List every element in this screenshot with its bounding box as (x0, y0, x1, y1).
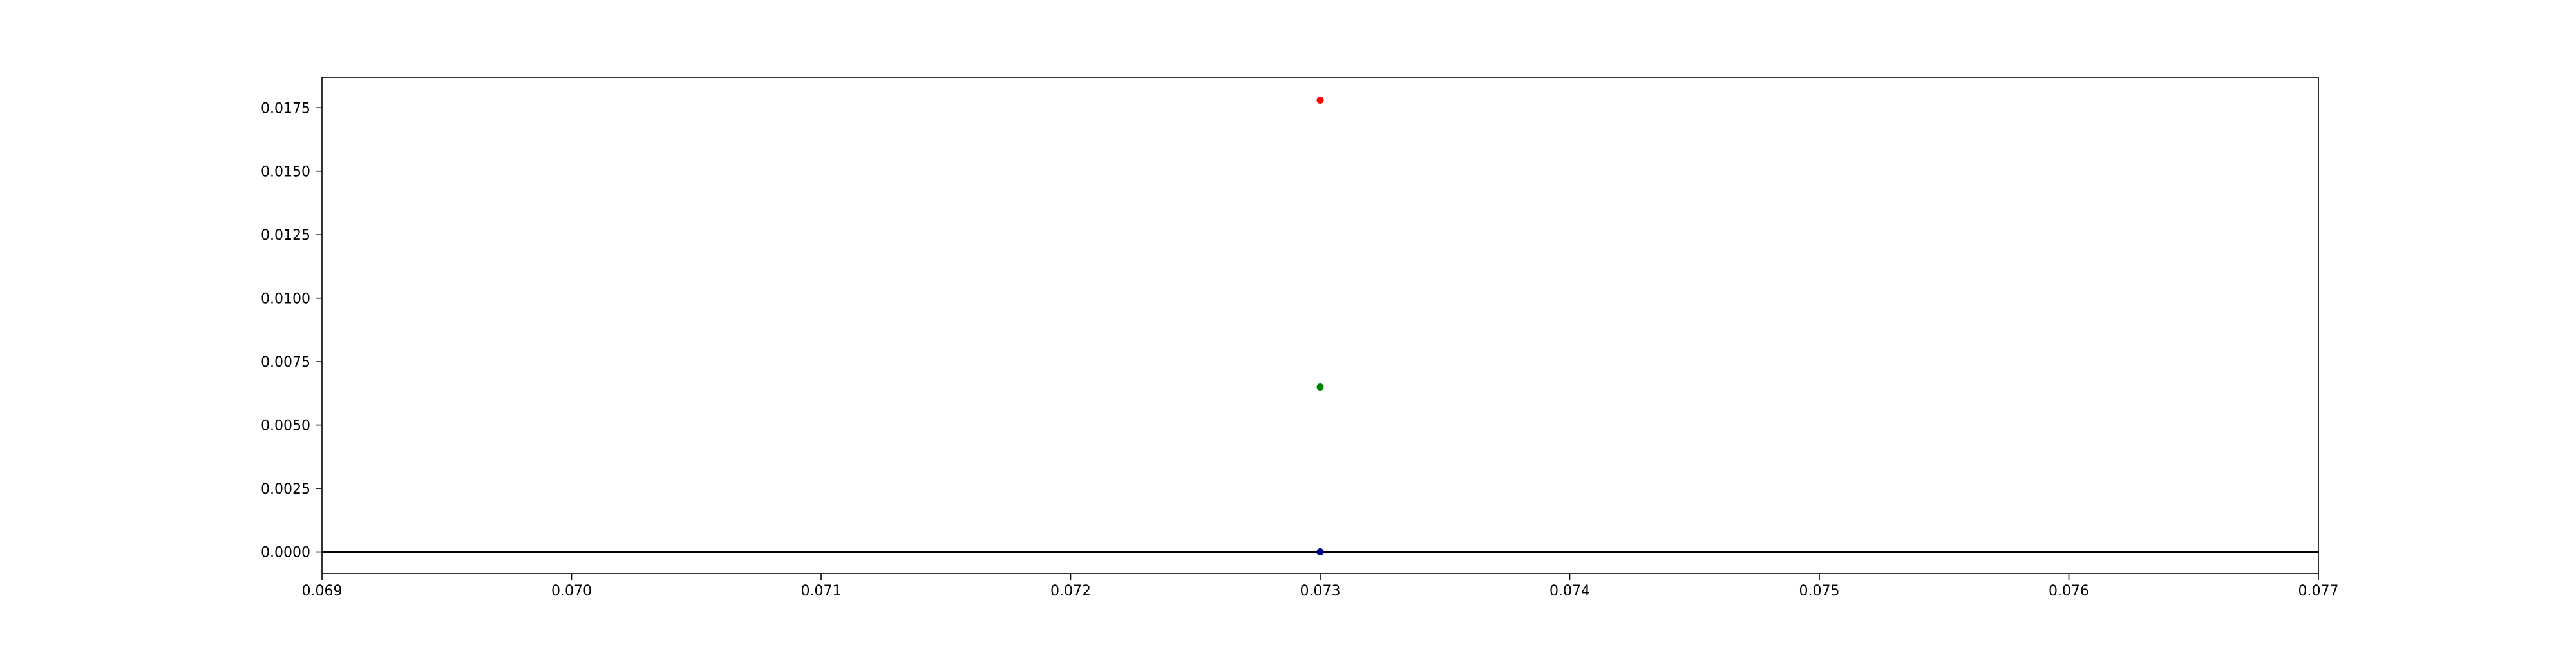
data-point (1316, 96, 1324, 104)
y-tick-label: 0.0000 (261, 545, 310, 561)
y-tick-label: 0.0125 (261, 227, 310, 244)
y-tick-label: 0.0175 (261, 101, 310, 117)
x-tick-label: 0.071 (801, 583, 842, 599)
x-tick-label: 0.072 (1050, 583, 1091, 599)
y-tick-label: 0.0025 (261, 481, 310, 497)
x-tick-label: 0.075 (1799, 583, 1840, 599)
x-tick-label: 0.073 (1300, 583, 1341, 599)
x-tick-label: 0.077 (2298, 583, 2339, 599)
x-tick-label: 0.076 (2049, 583, 2089, 599)
x-axis-ticks: 0.069 0.070 0.071 0.072 0.073 0.074 0.075 0.076… (302, 574, 2339, 599)
data-point (1316, 548, 1324, 556)
plot-frame (321, 77, 2319, 574)
y-tick-label: 0.0075 (261, 354, 310, 371)
y-tick-label: 0.0100 (261, 291, 310, 307)
x-tick-label: 0.074 (1549, 583, 1590, 599)
x-tick-label: 0.070 (551, 583, 592, 599)
x-tick-label: 0.069 (302, 583, 343, 599)
plot-layer (321, 77, 2319, 574)
y-tick-label: 0.0150 (261, 164, 310, 180)
y-axis-ticks: 0.0000 0.0025 0.0050 0.0075 0.0100 0.0125 0.01… (261, 101, 322, 561)
data-point (1316, 383, 1324, 391)
data-points (1316, 96, 1324, 556)
y-tick-label: 0.0050 (261, 418, 310, 434)
